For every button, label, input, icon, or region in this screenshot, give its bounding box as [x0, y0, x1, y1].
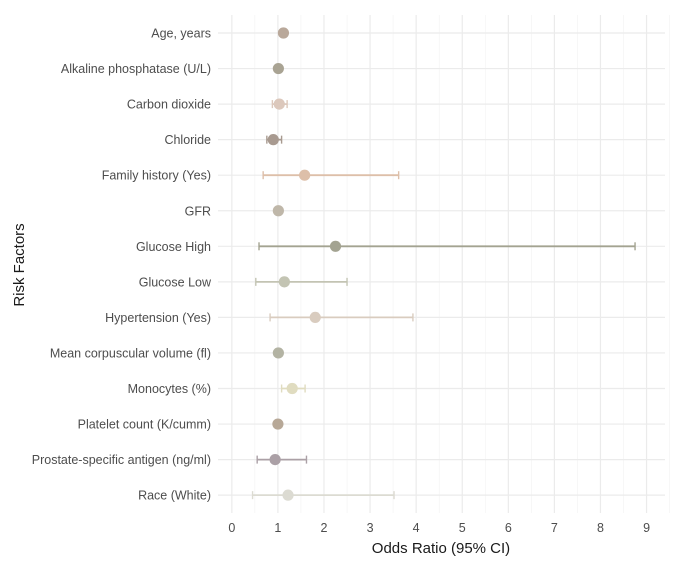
odds-ratio-point: [272, 205, 284, 217]
odds-ratio-point: [329, 240, 342, 252]
x-tick-label: 2: [321, 521, 328, 535]
x-tick-label: 3: [367, 521, 374, 535]
odds-ratio-point: [272, 418, 284, 430]
x-tick-label: 8: [597, 521, 604, 535]
odds-ratio-point: [269, 454, 281, 466]
category-label: Glucose Low: [139, 275, 212, 289]
category-label: GFR: [185, 204, 211, 218]
x-tick-label: 7: [551, 521, 558, 535]
x-tick-label: 0: [228, 521, 235, 535]
grid-lines: [218, 15, 670, 513]
category-label: Carbon dioxide: [127, 98, 211, 112]
category-label: Glucose High: [136, 240, 211, 254]
y-axis-title: Risk Factors: [11, 223, 28, 306]
category-label: Chloride: [164, 133, 211, 147]
x-axis-title: Odds Ratio (95% CI): [372, 540, 510, 557]
x-axis-ticks: 0 1 2 3 4 5 6 7 8 9: [228, 521, 650, 535]
odds-ratio-point: [309, 311, 321, 323]
category-label: Family history (Yes): [102, 169, 211, 183]
x-tick-label: 1: [274, 521, 281, 535]
x-tick-label: 5: [459, 521, 466, 535]
category-label: Age, years: [151, 27, 211, 41]
odds-ratio-point: [282, 489, 294, 501]
category-label: Platelet count (K/cumm): [78, 418, 211, 432]
category-label: Monocytes (%): [128, 382, 211, 396]
odds-ratio-point: [278, 276, 290, 288]
odds-ratio-point: [277, 27, 290, 39]
risk-factor-rows: Age, years Alkaline phosphatase (U/L) Carb…: [32, 27, 636, 503]
category-label: Race (White): [138, 489, 211, 503]
odds-ratio-point: [273, 98, 285, 110]
category-label: Hypertension (Yes): [105, 311, 211, 325]
odds-ratio-point: [272, 347, 284, 359]
category-label: Mean corpuscular volume (fl): [50, 346, 211, 360]
odds-ratio-point: [299, 169, 311, 181]
x-tick-label: 9: [643, 521, 650, 535]
odds-ratio-point: [267, 134, 279, 146]
category-label: Prostate-specific antigen (ng/ml): [32, 453, 211, 467]
category-label: Alkaline phosphatase (U/L): [61, 62, 211, 76]
x-tick-label: 4: [413, 521, 420, 535]
odds-ratio-point: [272, 62, 284, 75]
odds-ratio-point: [286, 382, 298, 395]
x-tick-label: 6: [505, 521, 512, 535]
